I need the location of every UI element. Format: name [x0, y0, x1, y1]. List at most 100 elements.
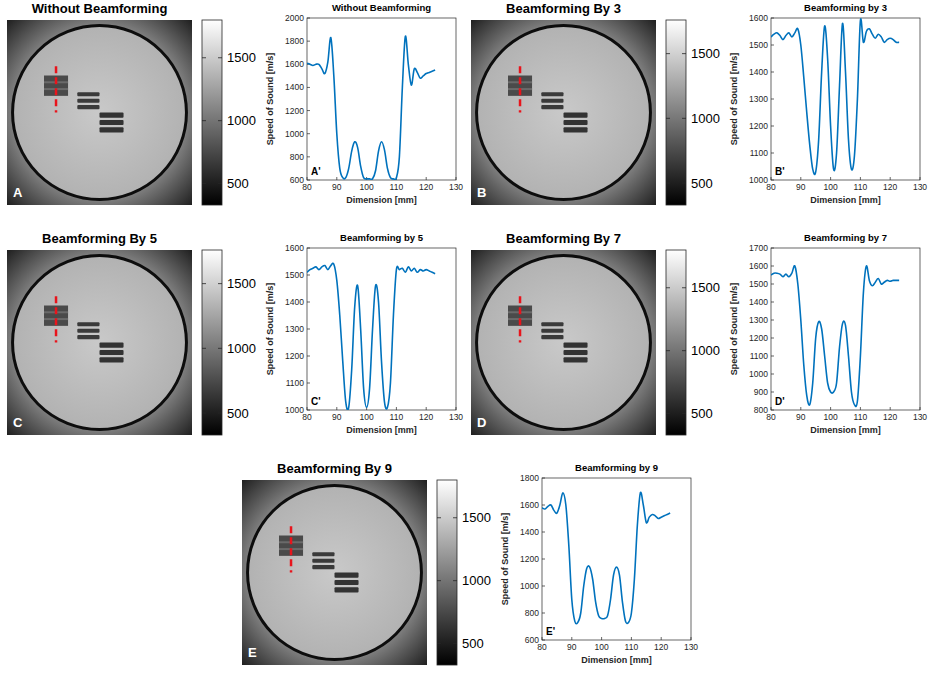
- y-axis-title: Speed of Sound [m/s]: [500, 513, 510, 606]
- plot-frame: [307, 18, 456, 180]
- x-tick: [800, 407, 801, 410]
- phantom-bar: [100, 120, 124, 125]
- phantom-bar: [541, 99, 563, 103]
- figure: Without BeamformingA50010001500Without B…: [0, 0, 936, 682]
- colorbar-tick: [682, 183, 686, 184]
- image-title: Without Beamforming: [32, 1, 168, 16]
- y-tick: [771, 338, 774, 339]
- x-axis-title: Dimension [mm]: [810, 195, 881, 205]
- image-background: [7, 20, 192, 205]
- y-tick-label: 1300: [749, 315, 768, 325]
- y-tick: [542, 532, 545, 533]
- y-tick-label: 1700: [749, 243, 768, 253]
- y-tick: [307, 410, 310, 411]
- phantom-bar: [541, 335, 563, 339]
- phantom-bar: [77, 322, 99, 326]
- panel-label: C': [311, 396, 321, 407]
- x-tick: [336, 177, 337, 180]
- panel-label: B: [477, 185, 486, 200]
- x-tick: [601, 637, 602, 640]
- image-title: Beamforming By 7: [506, 231, 621, 246]
- y-tick-label: 1800: [285, 36, 304, 46]
- colorbar-tick: [682, 53, 686, 54]
- plot-frame: [771, 248, 920, 410]
- x-tick-label: 130: [449, 412, 463, 422]
- profile-line: [519, 296, 522, 342]
- phantom-bar: [564, 343, 588, 348]
- x-tick-label: 120: [883, 182, 897, 192]
- phantom-bar: [77, 92, 99, 96]
- y-tick: [307, 180, 310, 181]
- colorbar-tick: [682, 413, 686, 414]
- y-tick-label: 1000: [285, 405, 304, 415]
- phantom-bar: [312, 559, 334, 563]
- colorbar-tick: [218, 120, 222, 121]
- x-tick: [542, 637, 543, 640]
- y-axis-title: Speed of Sound [m/s]: [729, 53, 739, 146]
- y-tick-label: 1600: [749, 261, 768, 271]
- y-axis-title: Speed of Sound [m/s]: [265, 53, 275, 146]
- y-tick: [307, 302, 310, 303]
- y-tick: [771, 99, 774, 100]
- colorbar-tick: [218, 413, 222, 414]
- phantom-bar: [564, 120, 588, 125]
- colorbar-tick-label: 1500: [691, 46, 720, 61]
- y-tick: [771, 72, 774, 73]
- colorbar-tick: [218, 348, 222, 349]
- y-tick-label: 1200: [285, 106, 304, 116]
- colorbar-tick: [202, 283, 206, 284]
- x-axis-title: Dimension [mm]: [810, 425, 881, 435]
- profile-line: [290, 526, 293, 572]
- phantom-image: A: [7, 20, 192, 205]
- y-tick: [771, 18, 774, 19]
- data-line: [771, 19, 899, 175]
- plot-area: [307, 36, 435, 180]
- colorbar-tick: [453, 517, 457, 518]
- profile-line: [55, 66, 58, 112]
- phantom-bar: [100, 350, 124, 355]
- x-tick: [631, 637, 632, 640]
- plot-frame: [307, 248, 456, 410]
- colorbar: [666, 20, 686, 205]
- y-tick: [771, 45, 774, 46]
- y-axis-title: Speed of Sound [m/s]: [265, 283, 275, 376]
- colorbar-tick-label: 500: [691, 176, 713, 191]
- x-tick: [920, 177, 921, 180]
- y-tick: [542, 613, 545, 614]
- y-tick: [771, 284, 774, 285]
- x-tick-label: 110: [854, 412, 868, 422]
- colorbar-tick-label: 1000: [462, 573, 491, 588]
- x-axis-title: Dimension [mm]: [581, 655, 652, 665]
- y-tick: [771, 374, 774, 375]
- x-tick-label: 120: [883, 412, 897, 422]
- plot-area: [771, 19, 899, 175]
- y-tick: [307, 156, 310, 157]
- y-tick-label: 1000: [285, 129, 304, 139]
- colorbar-tick-label: 500: [227, 176, 249, 191]
- y-tick-label: 1100: [750, 148, 769, 158]
- colorbar-tick: [453, 580, 457, 581]
- profile-line: [55, 296, 58, 342]
- colorbar-tick: [666, 413, 670, 414]
- y-tick: [542, 586, 545, 587]
- panel-label: B': [775, 166, 785, 177]
- image-title: Beamforming By 5: [42, 231, 157, 246]
- y-tick-label: 800: [290, 152, 304, 162]
- plot-title: Beamforming by 7: [804, 232, 887, 243]
- y-tick: [771, 248, 774, 249]
- colorbar: [437, 480, 457, 665]
- y-tick-label: 1600: [749, 13, 768, 23]
- panel-label: D: [477, 415, 486, 430]
- colorbar-tick-label: 500: [462, 636, 484, 651]
- colorbar: [202, 250, 222, 435]
- x-tick: [830, 407, 831, 410]
- x-axis-title: Dimension [mm]: [346, 195, 417, 205]
- colorbar-tick: [202, 120, 206, 121]
- y-tick-label: 2000: [285, 13, 304, 23]
- phantom-image: B: [471, 20, 656, 205]
- phantom-bar: [564, 127, 588, 132]
- x-tick-label: 110: [625, 642, 639, 652]
- y-tick: [307, 18, 310, 19]
- y-tick-label: 800: [754, 405, 768, 415]
- y-tick: [542, 640, 545, 641]
